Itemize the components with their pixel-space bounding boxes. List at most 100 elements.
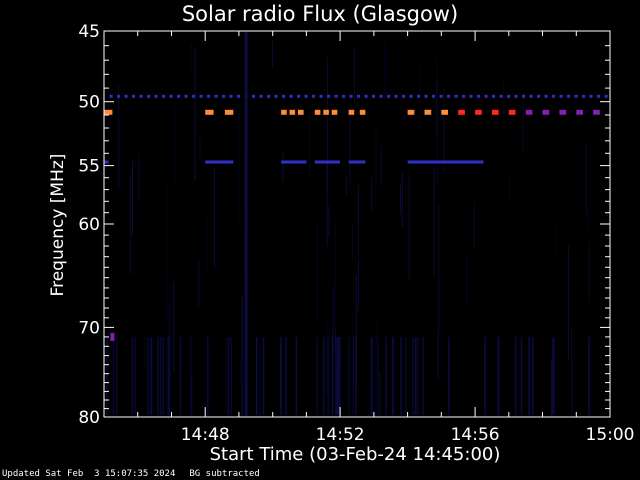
noise-streak [379, 373, 381, 417]
noise-streak [371, 176, 373, 212]
dotted-line-dot [267, 94, 271, 98]
noise-streak [358, 184, 360, 311]
noise-streak [585, 143, 587, 216]
noise-streak [199, 136, 201, 160]
noise-streak-low [262, 337, 265, 415]
noise-streak [225, 336, 227, 414]
noise-streak-low [157, 337, 159, 415]
bg-subtracted-note: BG subtracted [189, 469, 260, 479]
noise-streak-low [336, 337, 338, 415]
emission-band-segment [348, 109, 355, 115]
emission-band-segment [104, 109, 113, 115]
emission-band-segment [559, 109, 567, 115]
noise-streak-low [331, 337, 334, 415]
noise-streak [118, 84, 120, 190]
dotted-line-dot [462, 94, 466, 98]
noise-streak-low [497, 337, 500, 415]
emission-band-segment [314, 109, 321, 115]
noise-streak-low [414, 337, 417, 415]
dotted-line-dot [522, 94, 526, 98]
noise-streak [408, 170, 410, 282]
noise-streak [206, 213, 208, 272]
y-axis-ticks: 45 50 55 60 70 80 [78, 22, 610, 428]
emission-band-segment [576, 109, 583, 115]
dotted-line-dot [447, 94, 451, 98]
emission-band-segment [475, 109, 482, 115]
noise-streak [352, 225, 354, 259]
emission-band-segment [491, 109, 499, 115]
emission-spot [110, 332, 115, 341]
noise-streak [375, 318, 377, 417]
noise-streak [438, 203, 440, 333]
dotted-line-dot [604, 94, 608, 98]
noise-streak-low [162, 337, 165, 415]
noise-streak-low [520, 337, 523, 415]
dotted-line-dot [349, 94, 353, 98]
noise-streak [508, 173, 510, 204]
dotted-line-dot [222, 94, 226, 98]
dotted-line-dot [559, 94, 563, 98]
dotted-line-dot [499, 94, 503, 98]
dotted-line-dot [177, 94, 181, 98]
noise-streak-low [230, 337, 232, 415]
dotted-line-dot [139, 94, 143, 98]
noise-streak [309, 108, 311, 175]
plot-area [104, 31, 610, 417]
noise-streak [436, 84, 438, 186]
noise-streak [335, 332, 336, 417]
vertical-stripe [244, 31, 248, 417]
noise-streak-low [339, 337, 341, 415]
noise-streak [443, 85, 445, 173]
noise-streak [354, 49, 355, 103]
noise-streak-low [207, 337, 209, 415]
dotted-line-dot [417, 94, 421, 98]
dotted-line-dot [117, 94, 121, 98]
noise-streak-low [134, 337, 136, 415]
noise-streak-low [189, 337, 192, 415]
dotted-line-dot [379, 94, 383, 98]
noise-streak-low [422, 337, 424, 415]
noise-streak-low [514, 337, 517, 415]
noise-streak-low [588, 337, 590, 415]
second-band-segment [407, 160, 484, 164]
dotted-line-dot [207, 94, 211, 98]
emission-band-segment [593, 109, 600, 115]
dotted-line-dot [282, 94, 286, 98]
noise-texture [106, 39, 590, 417]
noise-streak [522, 92, 524, 154]
noise-streak [327, 57, 328, 194]
noise-streak [349, 117, 351, 186]
dotted-line-dot [469, 94, 473, 98]
dotted-line-dot [312, 94, 316, 98]
dotted-line-dot [409, 94, 413, 98]
dotted-line-dot [184, 94, 188, 98]
dotted-line-dot [154, 94, 158, 98]
second-band-segment [281, 160, 307, 164]
dotted-line-dot [597, 94, 601, 98]
dotted-line-dot [537, 94, 541, 98]
noise-streak [214, 167, 215, 270]
emission-band-segment [281, 109, 287, 115]
dotted-line-dot [327, 94, 331, 98]
noise-streak [436, 57, 437, 138]
noise-streak-low [448, 337, 450, 415]
emission-band-segment [323, 109, 329, 115]
noise-streak-low [323, 337, 325, 415]
noise-streak [375, 127, 377, 189]
noise-streak-low [295, 337, 298, 415]
noise-streak [198, 258, 200, 307]
second-band-segment [205, 160, 234, 164]
y-tick-label: 80 [78, 408, 100, 428]
noise-streak-low [327, 337, 329, 415]
dotted-line-dot [132, 94, 136, 98]
dotted-line-dot [342, 94, 346, 98]
noise-streak-low [405, 337, 407, 415]
noise-streak-low [256, 337, 258, 415]
noise-streak [326, 321, 328, 396]
noise-streak [554, 227, 556, 258]
second-band-segment [314, 160, 341, 164]
dotted-line-dot [214, 94, 218, 98]
noise-streak-low [385, 337, 387, 415]
noise-streak [335, 222, 336, 351]
dotted-line-dot [169, 94, 173, 98]
